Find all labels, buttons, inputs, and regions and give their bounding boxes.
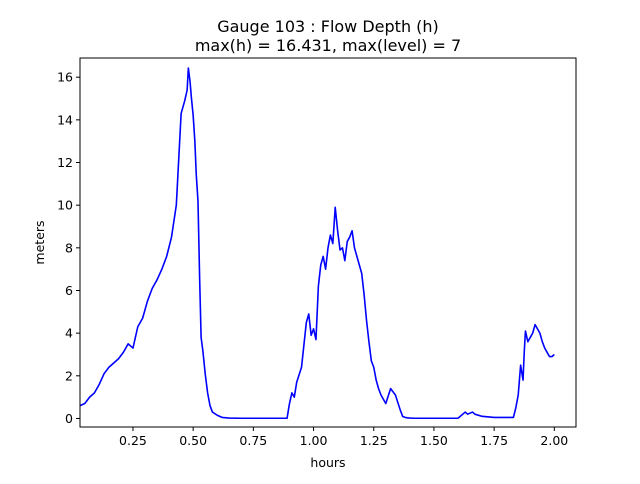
- y-tick-label: 16: [57, 70, 73, 85]
- x-axis: 0.25 0.50 0.75 1.00 1.25 1.50 1.75 2.00: [119, 427, 568, 448]
- y-tick-label: 6: [65, 283, 73, 298]
- y-tick-label: 0: [65, 411, 73, 426]
- y-tick-label: 4: [65, 326, 73, 341]
- y-tick-label: 10: [57, 198, 73, 213]
- x-tick-label: 1.00: [300, 433, 328, 448]
- series-line-0: [80, 67, 555, 420]
- axes-frame: [79, 57, 577, 428]
- x-tick-label: 1.75: [480, 433, 508, 448]
- x-tick-label: 1.50: [420, 433, 448, 448]
- x-tick-label: 0.25: [119, 433, 147, 448]
- plot-area: [80, 67, 555, 420]
- y-tick-label: 2: [65, 368, 73, 383]
- x-tick-label: 0.50: [179, 433, 207, 448]
- y-axis: 0 2 4 6 8 10 12 14 16: [57, 70, 80, 426]
- y-tick-label: 12: [57, 155, 73, 170]
- x-tick-label: 1.25: [360, 433, 388, 448]
- x-axis-label: hours: [310, 455, 345, 470]
- x-tick-label: 2.00: [540, 433, 568, 448]
- y-tick-label: 8: [65, 240, 73, 255]
- x-tick-label: 0.75: [239, 433, 267, 448]
- chart-title-line1: Gauge 103 : Flow Depth (h): [217, 17, 439, 36]
- chart-title-line2: max(h) = 16.431, max(level) = 7: [195, 36, 461, 55]
- y-tick-label: 14: [57, 112, 73, 127]
- y-axis-label: meters: [32, 220, 47, 264]
